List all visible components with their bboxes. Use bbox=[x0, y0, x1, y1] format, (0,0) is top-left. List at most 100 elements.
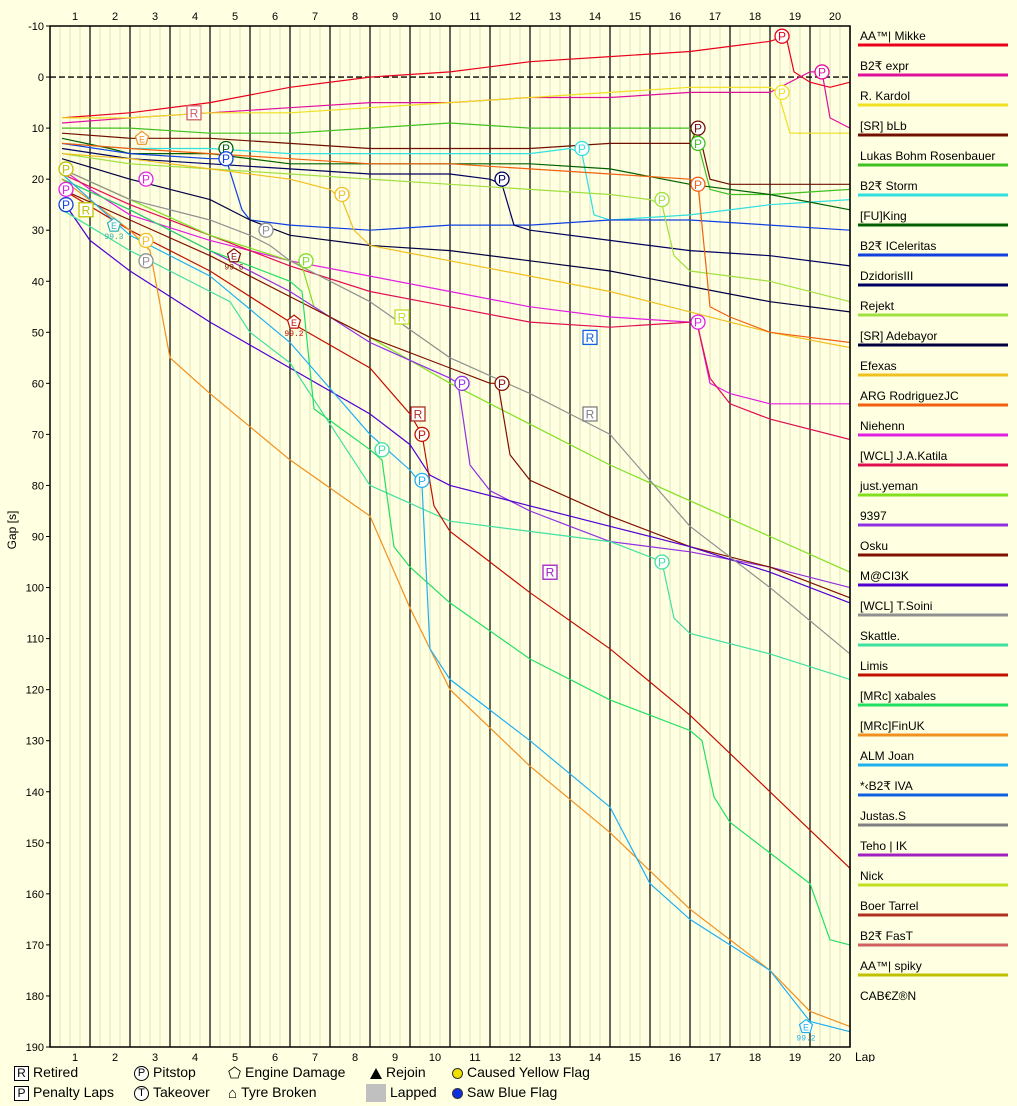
pitstop-marker bbox=[690, 135, 706, 152]
pitstop-marker bbox=[574, 140, 590, 157]
legend-entry-label: DzidorisIII bbox=[860, 269, 913, 283]
legend-entry-label: just.yeman bbox=[859, 479, 918, 493]
x-tick-label-top: 4 bbox=[192, 11, 198, 23]
legend-retired: R Retired bbox=[14, 1064, 78, 1081]
legend-penalty: P Penalty Laps bbox=[14, 1084, 114, 1101]
retired-marker bbox=[410, 406, 426, 422]
engine-damage-marker bbox=[286, 314, 302, 329]
legend-entry-label: B2₹ FasT bbox=[860, 929, 914, 943]
legend-entry-label: Nick bbox=[860, 869, 884, 883]
legend-takeover: T Takeover bbox=[134, 1084, 210, 1101]
retired-marker-label: R bbox=[546, 566, 555, 580]
legend-entry-label: [MRc]FinUK bbox=[860, 719, 925, 733]
y-tick-label: 0 bbox=[38, 72, 44, 84]
x-tick-label-bottom: 16 bbox=[669, 1052, 681, 1062]
series-line bbox=[61, 35, 851, 119]
engine-damage-marker-label: E bbox=[231, 252, 237, 262]
pitstop-marker-label: P bbox=[222, 152, 230, 166]
x-tick-label-bottom: 1 bbox=[72, 1052, 78, 1062]
y-tick-label: 100 bbox=[26, 583, 44, 595]
engine-damage-marker bbox=[134, 130, 150, 145]
pitstop-marker-label: P bbox=[694, 137, 702, 151]
pitstop-marker bbox=[654, 191, 670, 208]
series-line bbox=[61, 142, 851, 231]
retired-icon: R bbox=[14, 1065, 29, 1081]
engine-damage-value: 99.2 bbox=[284, 330, 303, 339]
x-tick-label-top: 13 bbox=[549, 11, 561, 23]
pitstop-marker-label: P bbox=[378, 443, 386, 457]
pitstop-marker-label: P bbox=[498, 173, 506, 187]
legend-entry-label: [SR] Adebayor bbox=[860, 329, 937, 343]
legend-engine: ⬠ Engine Damage bbox=[228, 1064, 346, 1082]
x-tick-label-bottom: 11 bbox=[469, 1052, 480, 1062]
legend-entry-label: Boer Tarrel bbox=[860, 899, 918, 913]
series-line bbox=[62, 122, 851, 196]
lapped-swatch-icon bbox=[366, 1084, 386, 1103]
series-line bbox=[61, 153, 851, 303]
pitstop-marker bbox=[774, 28, 790, 44]
pitstop-marker bbox=[258, 222, 274, 238]
x-tick-label-top: 5 bbox=[232, 11, 238, 23]
legend-entry-label: Niehenn bbox=[860, 419, 905, 433]
engine-damage-icon: ⬠ bbox=[228, 1064, 242, 1082]
y-tick-label: 110 bbox=[26, 634, 44, 646]
engine-damage-marker bbox=[798, 1018, 814, 1034]
series-line bbox=[61, 188, 851, 869]
pitstop-marker bbox=[138, 253, 154, 269]
pitstop-marker-label: P bbox=[338, 188, 346, 202]
pitstop-marker-label: P bbox=[142, 173, 150, 187]
pitstop-marker-label: P bbox=[62, 198, 70, 212]
yellow-flag-icon bbox=[452, 1067, 463, 1079]
series-line bbox=[61, 168, 851, 655]
legend-entry-label: [SR] bLb bbox=[860, 119, 907, 133]
legend-entry-label: *‹B2₹ IVA bbox=[860, 779, 913, 793]
y-tick-label: 40 bbox=[32, 276, 44, 288]
pitstop-marker-label: P bbox=[62, 162, 70, 176]
y-tick-label: 30 bbox=[32, 225, 44, 237]
pitstop-marker bbox=[58, 161, 74, 177]
x-tick-label-top: 19 bbox=[789, 11, 801, 23]
x-tick-label-top: 9 bbox=[392, 11, 398, 23]
engine-damage-marker-label: E bbox=[139, 134, 145, 144]
retired-marker bbox=[394, 309, 410, 325]
pitstop-marker bbox=[690, 314, 706, 330]
retired-marker-label: R bbox=[586, 407, 595, 421]
legend-entry-label: AA™| spiky bbox=[860, 959, 922, 973]
pitstop-marker bbox=[298, 253, 314, 269]
legend-entry-label: M@CI3K bbox=[860, 569, 909, 583]
y-tick-label: 180 bbox=[26, 991, 44, 1003]
pitstop-marker bbox=[374, 442, 390, 458]
legend-entry-label: ALM Joan bbox=[860, 749, 914, 763]
x-tick-label-bottom: 19 bbox=[789, 1052, 801, 1062]
pitstop-marker-label: P bbox=[694, 316, 702, 330]
x-tick-label-bottom: 8 bbox=[352, 1052, 358, 1062]
pitstop-marker-label: P bbox=[498, 377, 506, 391]
pitstop-marker-label: P bbox=[818, 65, 826, 79]
engine-damage-value: 99.6 bbox=[224, 264, 243, 273]
y-axis-label: Gap [s] bbox=[5, 511, 19, 550]
y-tick-label: 20 bbox=[32, 174, 44, 186]
y-tick-label: 170 bbox=[26, 940, 44, 952]
y-tick-label: 150 bbox=[26, 838, 44, 850]
x-tick-label-bottom: 17 bbox=[709, 1052, 721, 1062]
x-tick-label-top: 7 bbox=[312, 11, 318, 23]
x-tick-label-top: 6 bbox=[272, 11, 278, 23]
retired-marker bbox=[582, 406, 598, 422]
pitstop-marker-label: P bbox=[262, 224, 270, 238]
legend-entry-label: Efexas bbox=[860, 359, 897, 373]
x-tick-label-bottom: 6 bbox=[272, 1052, 278, 1062]
x-tick-label-top: 16 bbox=[669, 11, 681, 23]
legend-entry-label: Lukas Bohm Rosenbauer bbox=[860, 149, 995, 163]
retired-marker bbox=[78, 202, 94, 218]
tyre-broken-icon: ⌂ bbox=[228, 1084, 238, 1102]
pitstop-marker bbox=[218, 151, 234, 167]
series-line bbox=[61, 158, 851, 313]
y-tick-label: 10 bbox=[32, 123, 44, 135]
x-tick-label-top: 10 bbox=[429, 11, 441, 23]
legend-entry-label: Osku bbox=[860, 539, 888, 553]
retired-marker-label: R bbox=[414, 407, 423, 421]
penalty-icon: P bbox=[14, 1085, 29, 1101]
x-tick-label-top: 3 bbox=[152, 11, 158, 23]
